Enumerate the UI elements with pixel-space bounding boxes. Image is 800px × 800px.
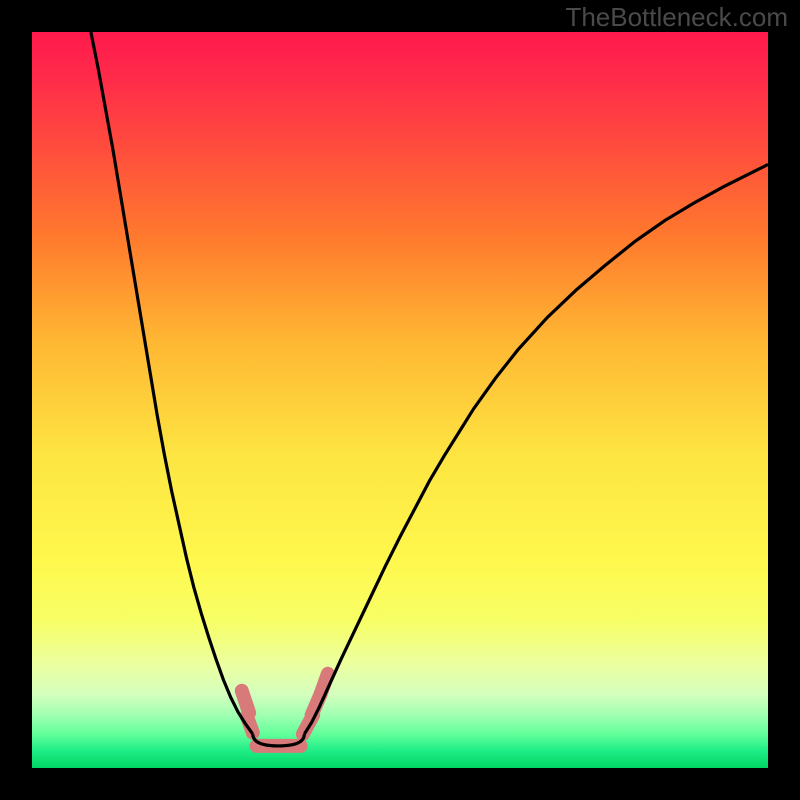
chart-stage: TheBottleneck.com: [0, 0, 800, 800]
chart-svg: [0, 0, 800, 800]
plot-background: [32, 32, 768, 768]
highlight-marker: [242, 691, 249, 713]
watermark-text: TheBottleneck.com: [565, 2, 788, 33]
